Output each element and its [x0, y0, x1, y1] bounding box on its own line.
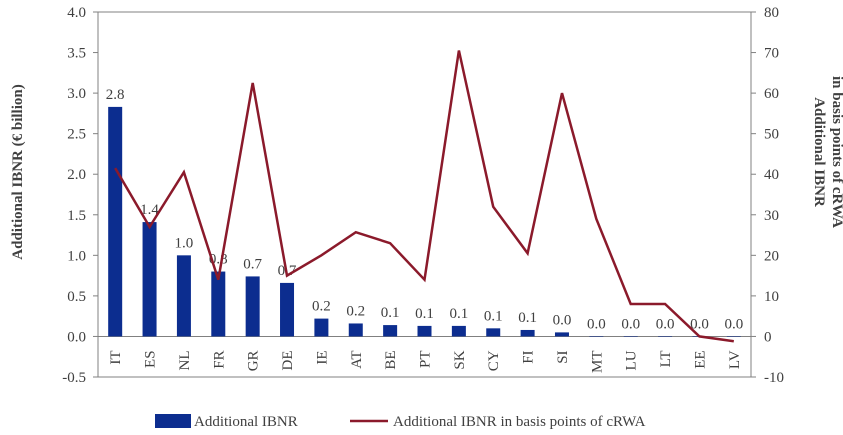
bar — [658, 336, 673, 337]
category-label: SI — [555, 350, 571, 363]
bar-data-label: 0.0 — [553, 312, 572, 328]
line-series — [114, 50, 734, 343]
right-axis: -10 0 10 20 30 40 50 60 70 80 — [751, 5, 784, 386]
bar-data-label: 1.4 — [140, 202, 159, 218]
y-tick-label: 0.5 — [67, 289, 86, 305]
bar-data-label: 0.7 — [243, 256, 262, 272]
category-label: PT — [418, 350, 434, 368]
category-label: DE — [280, 350, 296, 370]
y2-tick-label: 70 — [764, 46, 779, 62]
category-label: IT — [108, 350, 124, 364]
category-label: FI — [521, 350, 537, 363]
y-tick-label: 1.0 — [67, 248, 86, 264]
y2-tick-label: 20 — [764, 248, 779, 264]
bar — [726, 336, 741, 337]
category-label: BE — [383, 350, 399, 369]
y2-tick-label: 80 — [764, 5, 779, 21]
bar-series — [108, 106, 741, 337]
legend-bar-swatch — [155, 414, 191, 428]
bar-data-label: 0.1 — [415, 306, 434, 322]
bar-data-label: 0.0 — [621, 316, 640, 332]
category-label: CY — [486, 350, 502, 371]
bar — [520, 329, 535, 337]
bar-data-label: 0.1 — [484, 308, 503, 324]
category-label: MT — [589, 350, 605, 373]
bar-data-label: 0.1 — [381, 305, 400, 321]
category-label: LV — [727, 350, 743, 369]
y2-tick-label: 40 — [764, 167, 779, 183]
bar — [417, 325, 432, 337]
y-tick-label: 1.5 — [67, 208, 86, 224]
bar — [176, 255, 191, 337]
y-axis-title: Additional IBNR (€ billion) — [10, 84, 26, 259]
legend: Additional IBNR Additional IBNR in basis… — [155, 414, 646, 430]
y-tick-label: 4.0 — [67, 5, 86, 21]
y-tick-label: -0.5 — [62, 370, 86, 386]
legend-bar-label: Additional IBNR — [194, 414, 298, 430]
category-label: LT — [658, 350, 674, 367]
bar — [383, 325, 398, 337]
bar-data-label: 0.0 — [690, 316, 709, 332]
bar-data-labels: 2.81.41.00.8 0.7 0.70.2 0.2 0.1 0.1 0.1 0.1 0.1 0… — [106, 87, 743, 333]
bar-data-label: 2.8 — [106, 87, 125, 103]
plot-border — [97, 11, 752, 378]
bar — [108, 106, 123, 337]
y2-tick-label: 30 — [764, 208, 779, 224]
bar — [314, 318, 329, 337]
y2-tick-label: 50 — [764, 127, 779, 143]
bar-data-label: 0.0 — [656, 316, 675, 332]
category-label: ES — [143, 350, 159, 368]
y2-tick-label: 60 — [764, 86, 779, 102]
bar — [486, 328, 501, 337]
bar — [589, 336, 604, 337]
y-tick-label: 0.0 — [67, 329, 86, 345]
bar — [142, 222, 157, 337]
category-label: LU — [624, 350, 640, 370]
y2-tick-label: 10 — [764, 289, 779, 305]
bar-data-label: 0.0 — [587, 316, 606, 332]
category-label: AT — [349, 350, 365, 368]
bar — [623, 336, 638, 337]
bar — [348, 323, 363, 337]
category-axis: IT ES NL FR GR DE IE AT BE PT SK CY FI SI MT LU LT EE LV — [108, 350, 743, 373]
line-path — [114, 50, 734, 343]
category-label: SK — [452, 350, 468, 369]
bar-data-label: 0.1 — [518, 310, 537, 326]
bar — [280, 282, 295, 337]
category-label: GR — [246, 350, 262, 371]
left-axis: -0.5 0.0 0.5 1.0 1.5 2.0 2.5 3.0 3.5 4.0 — [62, 5, 98, 386]
y-tick-label: 3.5 — [67, 46, 86, 62]
category-label: IE — [314, 350, 330, 364]
bar — [245, 276, 260, 337]
y2-axis-title-line2: in basis points of cRWA — [829, 76, 843, 228]
y-tick-label: 2.0 — [67, 167, 86, 183]
bar — [451, 325, 466, 337]
plot-area — [97, 11, 752, 378]
bar-data-label: 1.0 — [175, 235, 194, 251]
y2-tick-label: 0 — [764, 329, 772, 345]
bar-data-label: 0.0 — [724, 316, 743, 332]
bar — [554, 332, 569, 337]
bar — [211, 271, 226, 337]
bar-data-label: 0.2 — [346, 303, 365, 319]
category-label: EE — [692, 350, 708, 368]
category-label: NL — [177, 350, 193, 370]
bar-data-label: 0.2 — [312, 299, 331, 315]
bar-data-label: 0.1 — [449, 306, 468, 322]
y-tick-label: 3.0 — [67, 86, 86, 102]
y2-tick-label: -10 — [764, 370, 784, 386]
y-tick-label: 2.5 — [67, 127, 86, 143]
category-label: FR — [211, 350, 227, 368]
legend-line-label: Additional IBNR in basis points of cRWA — [393, 414, 646, 430]
y2-axis-title-line1: Additional IBNR — [811, 97, 827, 207]
